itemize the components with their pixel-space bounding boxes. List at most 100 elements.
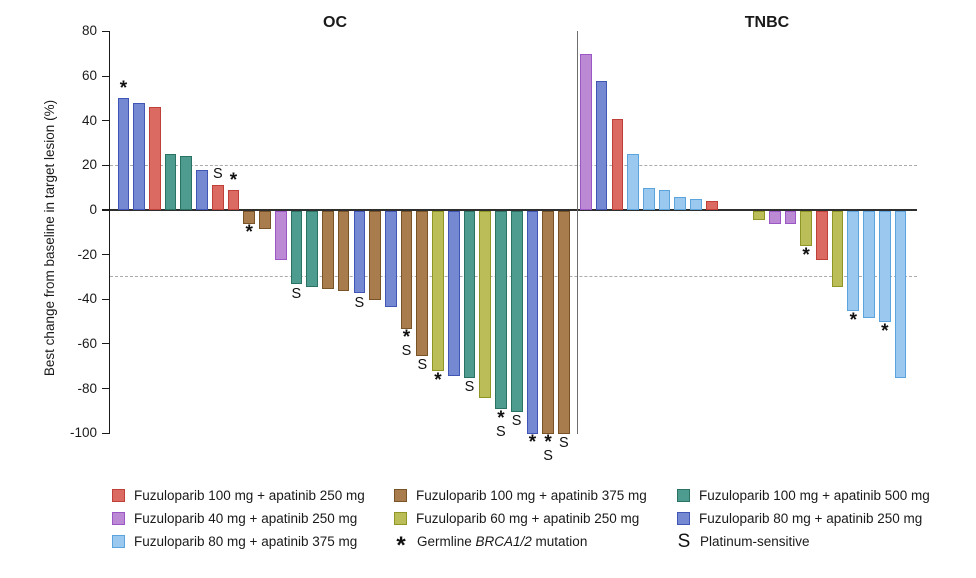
- bar-tnbc-8: [690, 198, 702, 210]
- mark-oc-27: *: [528, 432, 537, 454]
- legend-swatch-red-icon: [112, 488, 125, 502]
- mark-oc-7: S: [212, 166, 223, 183]
- mark-oc-28: * S: [543, 432, 553, 465]
- legend-item-fz40-ap250: Fuzuloparib 40 mg + apatinib 250 mg: [112, 510, 365, 526]
- mark-oc-29: S: [558, 435, 569, 452]
- legend-item-fz100-ap375: Fuzuloparib 100 mg + apatinib 375 mg: [394, 487, 647, 503]
- legend-label: Fuzuloparib 60 mg + apatinib 250 mg: [416, 510, 640, 526]
- legend-item-fz80-ap375: Fuzuloparib 80 mg + apatinib 375 mg: [112, 534, 365, 549]
- legend-label-italic: BRCA1/2: [475, 533, 532, 549]
- bar-oc-28: [542, 210, 554, 435]
- legend-item-fz80-ap250: Fuzuloparib 80 mg + apatinib 250 mg: [677, 511, 930, 526]
- platinum-sensitive-s-icon: S: [677, 531, 691, 552]
- bar-oc-15: [337, 210, 350, 292]
- y-tick-mark: [102, 298, 109, 300]
- mark-oc-8: *: [229, 169, 238, 191]
- bar-tnbc-14: [816, 210, 828, 260]
- bar-oc-6: [196, 169, 208, 210]
- y-tick-mark: [102, 120, 109, 122]
- bar-tnbc-5: [642, 187, 655, 210]
- y-tick-label: -40: [77, 291, 97, 307]
- legend-swatch-teal-icon: [677, 488, 690, 502]
- legend-label: Fuzuloparib 100 mg + apatinib 375 mg: [416, 487, 647, 503]
- y-tick-label: 20: [81, 157, 97, 173]
- zero-baseline: [110, 209, 917, 211]
- bar-tnbc-10: [753, 210, 765, 220]
- bar-oc-14: [322, 210, 334, 289]
- mark-oc-16: S: [354, 294, 365, 311]
- bar-tnbc-17: [863, 210, 875, 318]
- y-axis-line: [108, 30, 110, 434]
- bar-oc-3: [149, 107, 161, 210]
- legend-item-fz100-ap250: Fuzuloparib 100 mg + apatinib 250 mg: [112, 487, 365, 503]
- legend-label: Fuzuloparib 100 mg + apatinib 500 mg: [699, 487, 930, 503]
- bar-oc-7: [211, 185, 224, 210]
- legend-item-germline-brca: * Germline BRCA1/2 mutation: [394, 534, 647, 558]
- bar-oc-5: [180, 156, 193, 210]
- bar-tnbc-4: [627, 154, 639, 210]
- mark-oc-1: *: [119, 78, 128, 100]
- bar-tnbc-15: [831, 210, 844, 287]
- legend-label: Platinum-sensitive: [700, 533, 810, 549]
- bar-oc-19: [400, 210, 413, 330]
- group-title-tnbc: TNBC: [744, 14, 790, 31]
- reference-line-20: [110, 164, 917, 166]
- bar-tnbc-19: [894, 210, 907, 379]
- bar-oc-22: [447, 210, 460, 376]
- bar-tnbc-3: [611, 118, 624, 210]
- bar-oc-18: [384, 210, 397, 307]
- y-tick-mark: [102, 75, 109, 77]
- bar-oc-27: [526, 210, 539, 435]
- legend-column-3: Fuzuloparib 100 mg + apatinib 500 mg Fuz…: [677, 488, 930, 557]
- bar-oc-2: [133, 102, 145, 210]
- y-tick-mark: [102, 432, 109, 434]
- y-tick-mark: [102, 343, 109, 345]
- y-tick-label: -60: [77, 335, 97, 351]
- y-tick-mark: [102, 30, 109, 32]
- group-divider-line: [577, 30, 579, 434]
- plot-area: Best change from baseline in target lesi…: [42, 14, 917, 465]
- legend-label: Germline BRCA1/2 mutation: [417, 534, 587, 549]
- mark-tnbc-18: *: [881, 320, 889, 342]
- bar-tnbc-16: [847, 210, 860, 312]
- legend-label: Fuzuloparib 100 mg + apatinib 250 mg: [134, 487, 365, 503]
- legend-swatch-blue-icon: [677, 511, 690, 525]
- y-tick-label: 80: [81, 23, 97, 39]
- legend-label: Fuzuloparib 40 mg + apatinib 250 mg: [134, 510, 358, 526]
- mark-oc-25: * S: [496, 407, 506, 440]
- bar-oc-8: [227, 189, 240, 210]
- legend-item-fz60-ap250: Fuzuloparib 60 mg + apatinib 250 mg: [394, 510, 647, 526]
- legend-column-1: Fuzuloparib 100 mg + apatinib 250 mg Fuz…: [112, 488, 365, 557]
- y-tick-mark: [102, 164, 109, 166]
- legend-swatch-violet-icon: [112, 511, 125, 525]
- y-tick-label: 40: [81, 112, 97, 128]
- bar-tnbc-18: [878, 210, 891, 323]
- asterisk-icon: *: [396, 532, 406, 559]
- bar-oc-9: [243, 210, 256, 225]
- mark-oc-26: S: [511, 412, 522, 429]
- bar-oc-20: [416, 210, 429, 356]
- bar-oc-29: [557, 210, 570, 435]
- mark-oc-20: S: [417, 357, 428, 374]
- mark-oc-9: *: [245, 222, 253, 244]
- bar-tnbc-9: [705, 201, 718, 210]
- y-tick-mark: [102, 209, 109, 211]
- bar-tnbc-1: [580, 53, 592, 210]
- legend-label-suffix: mutation: [531, 533, 588, 549]
- mark-oc-12: S: [291, 285, 302, 302]
- bar-tnbc-6: [658, 189, 671, 210]
- mark-oc-19: * S: [401, 327, 412, 360]
- bar-tnbc-12: [784, 210, 797, 225]
- bar-tnbc-13: [800, 210, 812, 247]
- bar-tnbc-11: [768, 210, 781, 225]
- bar-oc-21: [432, 210, 444, 372]
- bar-oc-11: [274, 210, 287, 260]
- y-tick-mark: [102, 254, 109, 256]
- y-tick-label: -20: [77, 246, 97, 262]
- legend-column-2: Fuzuloparib 100 mg + apatinib 375 mg Fuz…: [394, 487, 647, 558]
- bar-oc-16: [353, 210, 366, 294]
- bar-oc-12: [290, 210, 303, 285]
- legend: Fuzuloparib 100 mg + apatinib 250 mg Fuz…: [0, 482, 976, 578]
- legend-item-fz100-ap500: Fuzuloparib 100 mg + apatinib 500 mg: [677, 487, 930, 503]
